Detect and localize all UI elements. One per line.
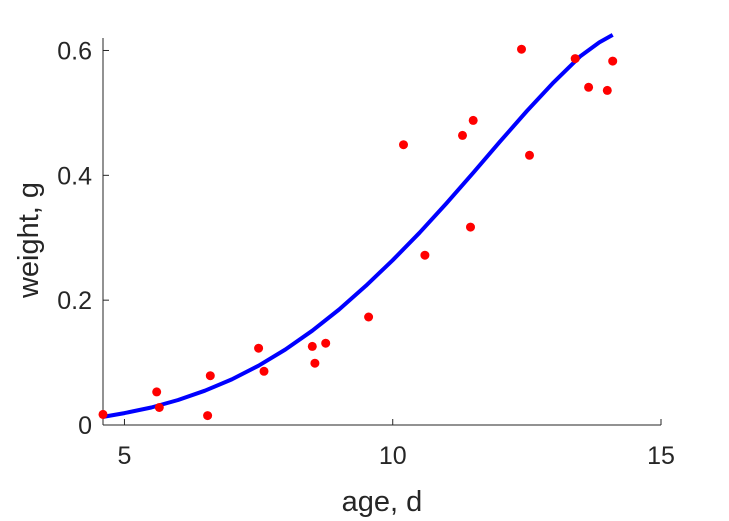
- data-point: [205, 371, 215, 381]
- x-axis-title: age, d: [342, 486, 423, 518]
- data-point: [517, 44, 526, 54]
- y-tick-label: 0.6: [57, 37, 92, 65]
- x-tick-label: 15: [647, 442, 675, 470]
- data-point: [259, 366, 269, 376]
- fit-curve-line: [102, 33, 614, 419]
- y-axis-title: weight, g: [13, 182, 45, 299]
- data-point: [307, 341, 317, 351]
- y-tick-label: 0.4: [57, 162, 92, 190]
- data-point: [203, 411, 213, 421]
- data-point: [310, 358, 320, 368]
- axes: 5 10 15 0 0.2 0.4 0.6: [57, 37, 675, 470]
- data-point: [154, 403, 164, 412]
- data-point: [98, 409, 108, 419]
- data-point: [602, 85, 612, 95]
- data-point: [458, 130, 467, 140]
- data-point: [399, 140, 408, 150]
- x-tick-label: 10: [379, 442, 407, 470]
- data-point: [152, 387, 162, 397]
- data-point: [584, 82, 594, 92]
- data-point: [321, 338, 331, 348]
- data-point: [468, 115, 478, 125]
- data-point: [466, 222, 475, 232]
- data-point: [570, 54, 580, 64]
- data-point: [608, 56, 618, 66]
- y-tick-label: 0: [78, 412, 92, 440]
- data-point: [254, 343, 264, 353]
- data-point: [364, 312, 374, 322]
- data-point: [420, 250, 430, 260]
- data-point: [525, 150, 534, 160]
- plot-area: [98, 33, 618, 421]
- y-tick-label: 0.2: [57, 287, 92, 315]
- x-tick-label: 5: [118, 442, 132, 470]
